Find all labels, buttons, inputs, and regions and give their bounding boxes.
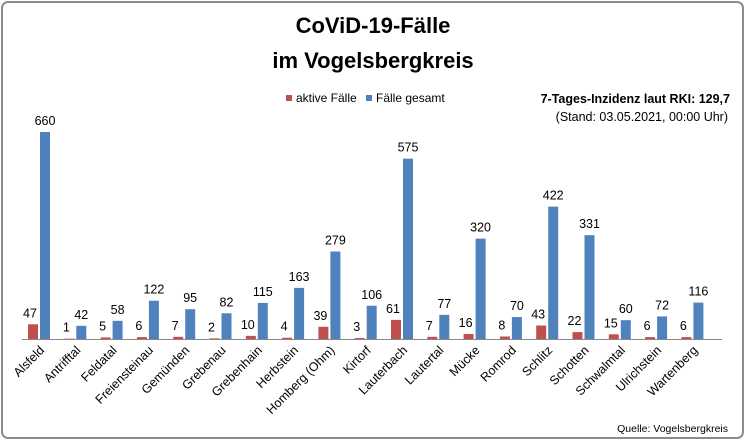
legend-label-total: Fälle gesamt — [376, 91, 445, 105]
legend-swatch-total — [366, 95, 372, 101]
legend-label-active: aktive Fälle — [296, 91, 357, 105]
bar-total — [221, 313, 232, 339]
data-label-total: 575 — [398, 141, 419, 155]
bar-active — [608, 334, 619, 339]
data-label-active: 61 — [386, 302, 400, 316]
bar-active — [391, 319, 401, 339]
data-label-total: 115 — [253, 285, 273, 299]
data-label-active: 5 — [99, 319, 106, 333]
legend: aktive Fälle Fälle gesamt — [286, 91, 445, 105]
data-label-total: 116 — [688, 285, 708, 299]
bar-total — [76, 325, 87, 339]
bar-active — [572, 332, 583, 339]
data-label-active: 7 — [426, 319, 433, 333]
bar-active — [645, 337, 656, 339]
data-label-active: 16 — [459, 316, 473, 330]
bar-active — [100, 337, 111, 339]
data-label-total: 320 — [470, 221, 491, 235]
data-label-total: 106 — [361, 288, 382, 302]
data-label-active: 39 — [313, 309, 327, 323]
data-label-active: 8 — [498, 318, 505, 332]
data-label-total: 72 — [655, 298, 669, 312]
incidence-date: (Stand: 03.05.2021, 00:00 Uhr) — [556, 110, 728, 124]
data-label-total: 422 — [543, 189, 564, 203]
bar-total — [620, 320, 631, 339]
bar-total — [185, 309, 196, 339]
bar-total — [548, 206, 559, 339]
bar-total — [439, 314, 450, 339]
source-note: Quelle: Vogelsbergkreis — [617, 423, 728, 435]
data-label-active: 7 — [172, 319, 179, 333]
data-label-total: 279 — [325, 233, 346, 247]
bar-active — [536, 325, 547, 339]
bar-total — [330, 251, 341, 339]
chart-title-line2: im Vogelsbergkreis — [272, 48, 473, 73]
bar-total — [693, 302, 704, 339]
bar-total — [366, 305, 377, 339]
data-label-total: 331 — [579, 217, 600, 231]
incidence-annotation: 7-Tages-Inzidenz laut RKI: 129,7 — [541, 92, 730, 106]
data-label-total: 58 — [111, 303, 125, 317]
data-label-active: 2 — [208, 320, 215, 334]
bar-active — [354, 338, 365, 339]
data-label-total: 77 — [437, 297, 451, 311]
data-label-active: 3 — [353, 320, 360, 334]
legend-swatch-active — [286, 95, 292, 101]
data-label-active: 15 — [604, 316, 618, 330]
bar-active — [681, 337, 692, 339]
data-label-total: 122 — [143, 283, 164, 297]
data-label-active: 1 — [63, 321, 70, 335]
bar-active — [282, 337, 293, 339]
bar-active — [245, 335, 256, 339]
data-label-active: 43 — [531, 308, 545, 322]
data-label-active: 47 — [23, 306, 37, 320]
data-label-total: 42 — [74, 308, 88, 322]
bar-total — [657, 316, 668, 339]
data-label-total: 163 — [289, 270, 310, 284]
bar-total — [294, 287, 305, 339]
data-label-total: 95 — [183, 291, 197, 305]
bar-active — [499, 336, 510, 339]
bar-total — [257, 302, 268, 339]
bar-active — [209, 338, 220, 340]
bar-active — [136, 337, 147, 339]
bar-total — [584, 235, 595, 339]
bar-total — [511, 317, 522, 339]
bar-total — [112, 320, 123, 339]
data-label-total: 82 — [220, 295, 234, 309]
data-label-active: 10 — [241, 318, 255, 332]
bar-total — [475, 238, 486, 339]
data-label-active: 22 — [568, 314, 582, 328]
bar-active — [28, 324, 38, 339]
data-label-total: 660 — [35, 114, 56, 128]
bar-active — [463, 333, 474, 339]
data-label-active: 4 — [281, 320, 288, 334]
bar-active — [427, 336, 438, 339]
data-label-active: 6 — [644, 319, 651, 333]
bar-total — [40, 132, 50, 339]
data-label-total: 60 — [619, 302, 633, 316]
bar-active — [318, 326, 329, 339]
chart-title-line1: CoViD-19-Fälle — [296, 13, 451, 38]
bar-active — [173, 336, 184, 339]
data-label-total: 70 — [510, 299, 524, 313]
bar-total — [403, 158, 413, 339]
data-label-active: 6 — [135, 319, 142, 333]
data-label-active: 6 — [680, 319, 687, 333]
bar-total — [148, 300, 159, 339]
